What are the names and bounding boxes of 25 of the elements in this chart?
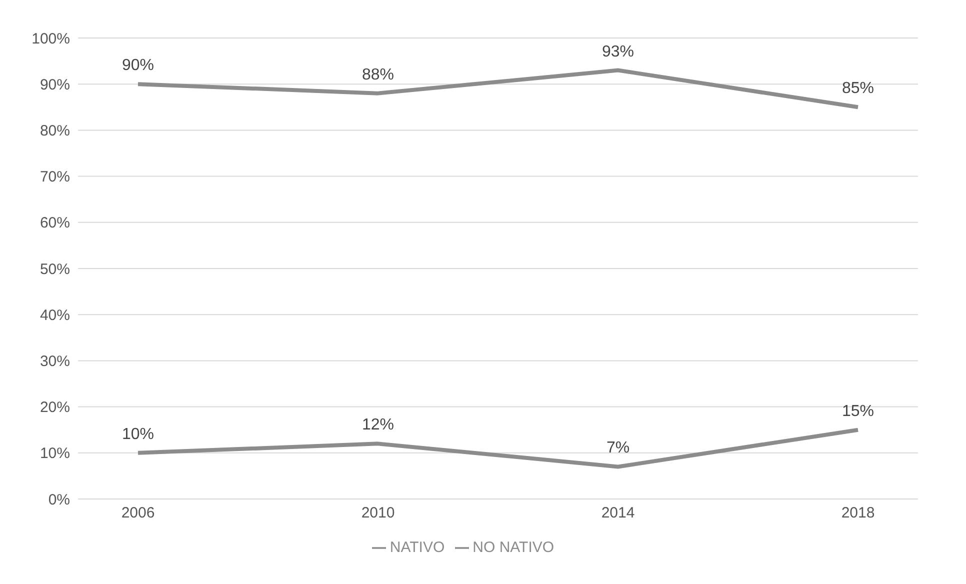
x-tick-label: 2010 bbox=[361, 504, 395, 522]
data-label: 15% bbox=[842, 402, 874, 420]
y-tick-label: 50% bbox=[40, 260, 70, 278]
y-tick-label: 10% bbox=[40, 445, 70, 462]
x-tick-label: 2006 bbox=[121, 504, 155, 522]
data-label: 90% bbox=[122, 57, 154, 74]
legend-label: NO NATIVO bbox=[472, 539, 554, 556]
data-label: 85% bbox=[842, 80, 874, 98]
y-tick-label: 40% bbox=[40, 306, 70, 324]
legend-label: NATIVO bbox=[390, 539, 445, 556]
x-tick-label: 2014 bbox=[601, 504, 635, 522]
y-tick-label: 0% bbox=[48, 491, 70, 508]
data-label: 7% bbox=[606, 440, 630, 457]
y-tick-label: 70% bbox=[40, 168, 70, 186]
y-tick-label: 60% bbox=[40, 214, 70, 232]
y-tick-label: 30% bbox=[40, 353, 70, 370]
y-tick-label: 20% bbox=[40, 399, 70, 416]
y-tick-label: 100% bbox=[32, 30, 70, 48]
y-tick-label: 80% bbox=[40, 122, 70, 140]
y-tick-label: 90% bbox=[40, 76, 70, 94]
x-tick-label: 2018 bbox=[841, 504, 875, 522]
data-label: 93% bbox=[602, 43, 634, 60]
data-label: 12% bbox=[362, 416, 394, 434]
data-label: 10% bbox=[122, 426, 154, 443]
data-label: 88% bbox=[362, 66, 394, 84]
